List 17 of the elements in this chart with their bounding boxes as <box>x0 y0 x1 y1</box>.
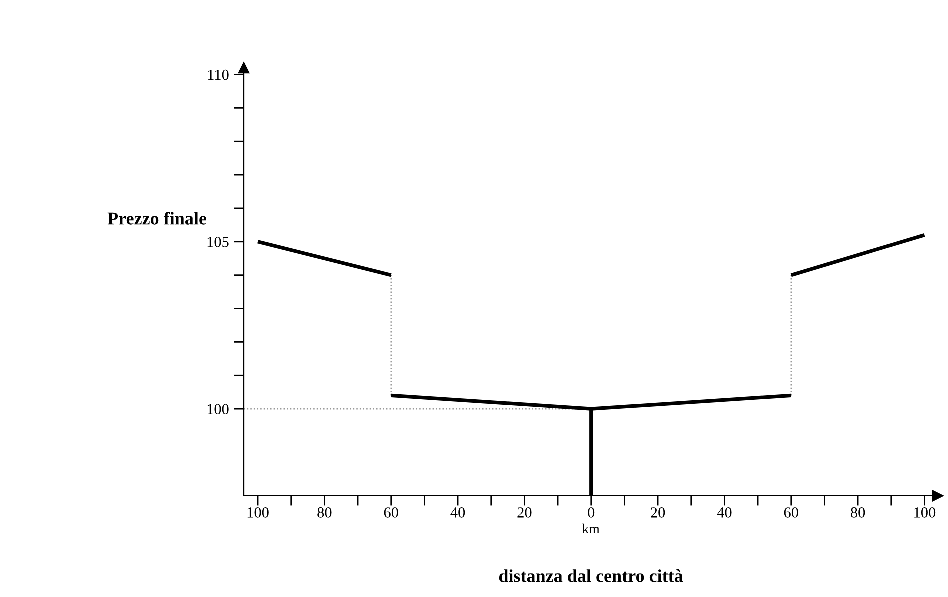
x-tick-label: 40 <box>450 508 466 518</box>
x-tick-label: 40 <box>717 508 732 518</box>
y-axis-title: Prezzo finale <box>108 212 207 225</box>
y-tick-label: 100 <box>208 404 229 415</box>
x-tick-label: 20 <box>651 508 666 518</box>
x-tick-label: 80 <box>850 508 866 518</box>
x-tick-label: 60 <box>784 508 798 518</box>
x-tick-label: 80 <box>318 508 332 518</box>
text: km <box>582 524 600 534</box>
x-tick-label: 60 <box>384 508 398 518</box>
x-tick-label: 20 <box>518 508 532 518</box>
x-tick-label: 100 <box>914 508 936 518</box>
x-tick-label: 0 <box>588 508 595 518</box>
y-tick-label: 105 <box>208 237 229 248</box>
x-tick-label: 100 <box>248 508 269 518</box>
x-axis-title: distanza dal centro città <box>499 570 684 582</box>
y-tick-label: 110 <box>208 70 229 80</box>
